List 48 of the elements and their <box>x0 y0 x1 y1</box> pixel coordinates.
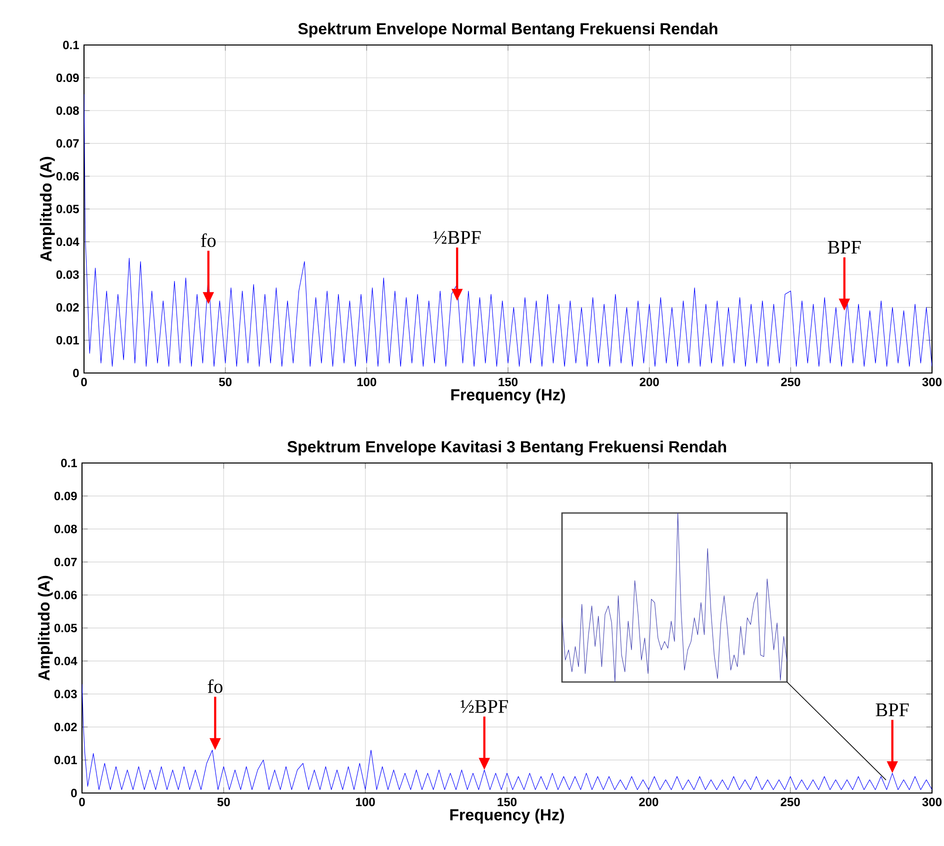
y-tick-label: 0.01 <box>54 756 77 764</box>
chart-title: Spektrum Envelope Kavitasi 3 Bentang Frekuensi Rendah <box>287 440 726 456</box>
x-tick-label: 150 <box>498 798 517 806</box>
x-axis-title: Frequency (Hz) <box>450 808 564 824</box>
y-tick-label: 0 <box>71 788 77 798</box>
x-axis-title: Frequency (Hz) <box>451 388 565 404</box>
x-tick-label: 200 <box>639 798 658 806</box>
x-tick-label: 200 <box>640 378 659 386</box>
y-tick-label: 0.05 <box>56 204 79 214</box>
x-tick-label: 150 <box>498 378 518 386</box>
y-tick-label: 0.1 <box>63 40 79 50</box>
y-tick-label: 0.04 <box>54 656 78 666</box>
x-tick-label: 250 <box>780 798 800 806</box>
x-tick-label: 300 <box>922 378 942 386</box>
annotation: BPF <box>828 240 861 254</box>
y-tick-label: 0.09 <box>54 492 77 500</box>
x-tick-label: 100 <box>357 378 376 386</box>
y-tick-label: 0.04 <box>56 238 80 246</box>
y-tick-label: 0.06 <box>56 172 79 180</box>
x-tick-label: 100 <box>356 798 375 806</box>
x-tick-label: 0 <box>81 378 87 386</box>
annotation: fo <box>200 233 216 248</box>
y-axis-title: Amplitudo (A) <box>40 156 55 262</box>
annotation: BPF <box>876 704 909 716</box>
y-tick-label: 0.07 <box>56 139 79 148</box>
y-tick-label: 0.1 <box>61 458 77 468</box>
annotation: fo <box>208 679 222 694</box>
annotation: ½BPF <box>460 700 508 713</box>
y-tick-label: 0.03 <box>56 270 79 279</box>
x-tick-label: 300 <box>922 798 942 806</box>
y-tick-label: 0.07 <box>54 558 77 566</box>
y-axis-title: Amplitudo (A) <box>38 576 53 680</box>
y-tick-label: 0.01 <box>56 336 79 344</box>
y-tick-label: 0.02 <box>54 722 77 732</box>
x-tick-label: 50 <box>219 378 232 386</box>
y-tick-label: 0.08 <box>54 524 77 534</box>
x-tick-label: 50 <box>217 798 230 806</box>
y-tick-label: 0.06 <box>54 590 77 600</box>
y-tick-label: 0.08 <box>56 106 79 115</box>
y-tick-label: 0.02 <box>56 303 79 312</box>
annotation: ½BPF <box>433 231 481 244</box>
chart-title: Spektrum Envelope Normal Bentang Frekuensi Rendah <box>298 22 718 38</box>
x-tick-label: 250 <box>781 378 800 386</box>
x-tick-label: 0 <box>79 798 85 806</box>
y-tick-label: 0.09 <box>56 74 79 82</box>
y-tick-label: 0.03 <box>54 690 77 698</box>
y-tick-label: 0.05 <box>54 624 77 632</box>
y-tick-label: 0 <box>73 368 79 378</box>
